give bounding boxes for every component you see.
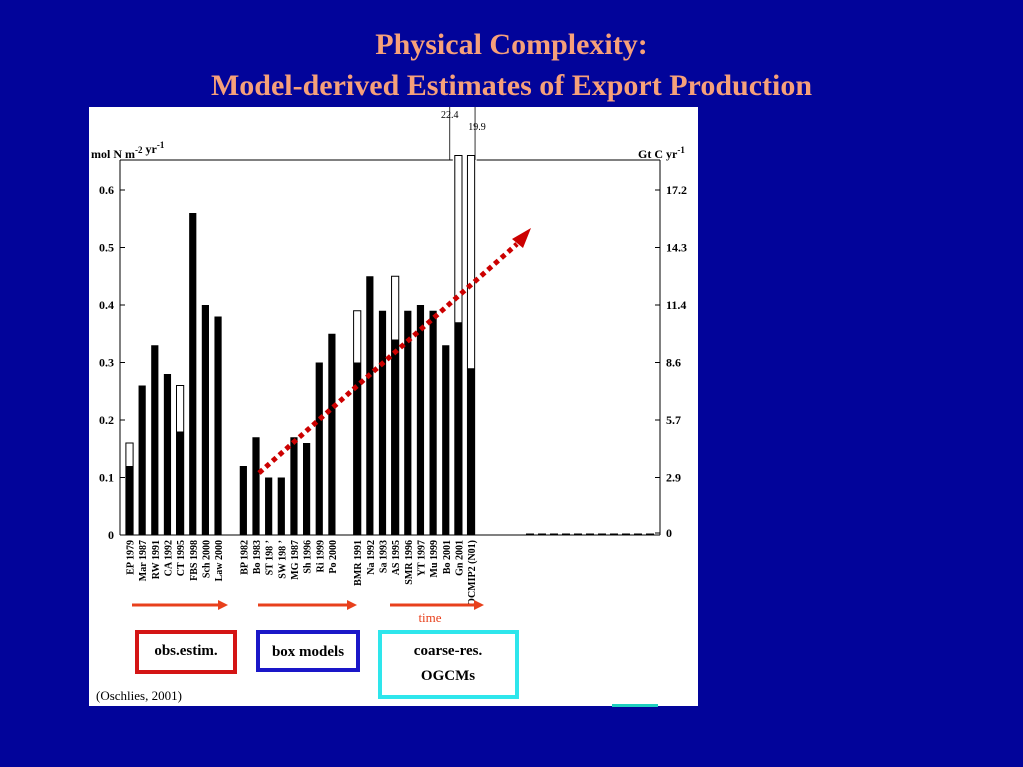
bar-filled	[328, 333, 336, 535]
category-label: ST 198 ’	[265, 540, 276, 575]
category-label: AS 1995	[391, 540, 402, 575]
bar-filled	[125, 466, 134, 535]
category-label: Bo 1983	[252, 540, 263, 574]
bar-filled	[429, 310, 437, 535]
unit-part: yr	[143, 142, 158, 156]
bar-filled	[239, 466, 247, 535]
trend-arrow-head	[512, 228, 531, 248]
category-label: BP 1982	[239, 540, 250, 575]
chart-panel: 0 0.1 0.2 0.3 0.4 0.5 0.6 0 2.9 5.7 8.6 11.4 14.3 17.…	[89, 107, 698, 706]
unit-part: -1	[157, 140, 165, 150]
bar-filled	[454, 322, 462, 535]
offscale-value-label: 19.9	[468, 122, 486, 133]
category-label: MG 1987	[290, 540, 301, 580]
left-tick-label: 0.5	[99, 241, 114, 255]
category-label: Law 2000	[214, 540, 225, 581]
box-models-label: box models	[272, 644, 344, 660]
time-arrow-head	[474, 600, 484, 610]
ogcm-box	[378, 630, 519, 699]
bar-filled	[277, 477, 285, 535]
time-label: time	[418, 610, 441, 625]
left-tick-label: 0.3	[99, 356, 114, 370]
bar-filled	[404, 310, 412, 535]
category-label: OCMIP2 (N01)	[467, 540, 478, 606]
category-label: Sch 2000	[201, 540, 212, 578]
left-axis-unit-label: mol N m-2 yr-1	[91, 140, 165, 161]
right-tick-label: 2.9	[666, 471, 681, 485]
unit-part: mol N m	[91, 147, 135, 161]
bar-filled	[265, 477, 273, 535]
category-label: SW 198 ’	[277, 540, 288, 579]
left-tick-label: 0.2	[99, 413, 114, 427]
category-label: Bo 2001	[442, 540, 453, 574]
offscale-value-label: 22.4	[441, 110, 459, 121]
box-models-box	[256, 630, 360, 672]
right-tick-label: 11.4	[666, 298, 686, 312]
category-label: CT 1995	[176, 540, 187, 576]
slide-title: Physical Complexity: Model-derived Estim…	[0, 24, 1023, 106]
bar-filled	[290, 437, 298, 535]
bar-filled	[214, 316, 222, 535]
category-label: Gn 2001	[454, 540, 465, 576]
category-label: RW 1991	[151, 540, 162, 579]
bar-filled	[416, 305, 425, 535]
left-tick-label: 0.1	[99, 471, 114, 485]
bar-filled	[353, 362, 361, 535]
bar-filled	[366, 276, 374, 535]
ogcm-label-line1: coarse-res.	[414, 643, 483, 659]
bar-filled	[442, 345, 450, 535]
category-label: Na 1992	[366, 540, 377, 575]
unit-part: Gt C yr	[638, 147, 678, 161]
citation-label: (Oschlies, 2001)	[96, 688, 182, 703]
title-line-1: Physical Complexity:	[375, 28, 648, 61]
category-label: Sh 1996	[303, 540, 314, 574]
bar-filled	[138, 385, 146, 535]
trend-arrow-line	[257, 242, 519, 475]
right-tick-label: 17.2	[666, 183, 687, 197]
bar-filled	[151, 345, 159, 535]
category-label: Ri 1999	[315, 540, 326, 573]
bar-filled	[176, 431, 184, 535]
right-tick-label: 8.6	[666, 356, 681, 370]
bar-filled	[163, 374, 172, 535]
left-tick-label: 0	[108, 528, 114, 542]
category-label: FBS 1998	[189, 540, 200, 581]
bar-filled	[391, 339, 399, 535]
category-label: Sa 1993	[379, 540, 390, 573]
unit-part: -1	[677, 145, 685, 155]
left-tick-label: 0.6	[99, 183, 114, 197]
right-axis-unit-label: Gt C yr-1	[638, 145, 685, 161]
right-tick-label: 14.3	[666, 241, 687, 255]
right-tick-label: 0	[666, 526, 672, 540]
category-label: Mar 1987	[138, 540, 149, 581]
bar-filled	[467, 368, 475, 535]
category-label: YT 1997	[416, 540, 427, 576]
title-line-2: Model-derived Estimates of Export Produc…	[210, 69, 813, 102]
decorative-teal-mark	[612, 704, 658, 707]
time-arrow-head	[218, 600, 228, 610]
bar-filled	[189, 213, 197, 535]
category-label: CA 1992	[163, 540, 174, 576]
category-label: Po 2000	[328, 540, 339, 574]
category-label: Mu 1999	[429, 540, 440, 578]
category-label: EP 1979	[126, 540, 137, 575]
category-label: BMR 1991	[353, 540, 364, 586]
category-label: SMR 1996	[404, 540, 415, 585]
obs-estim-label: obs.estim.	[154, 643, 218, 659]
bar-filled	[378, 310, 387, 535]
right-tick-label: 5.7	[666, 413, 681, 427]
unit-part: -2	[135, 145, 143, 155]
export-production-chart: 0 0.1 0.2 0.3 0.4 0.5 0.6 0 2.9 5.7 8.6 11.4 14.3 17.…	[91, 107, 687, 703]
ogcm-label-line2: OGCMs	[421, 668, 475, 684]
bar-filled	[303, 443, 311, 535]
bar-filled	[201, 305, 209, 535]
left-tick-label: 0.4	[99, 298, 114, 312]
bar-filled	[252, 437, 260, 535]
obs-estim-box	[135, 630, 237, 674]
time-arrow-head	[347, 600, 357, 610]
bar-filled	[315, 362, 323, 535]
